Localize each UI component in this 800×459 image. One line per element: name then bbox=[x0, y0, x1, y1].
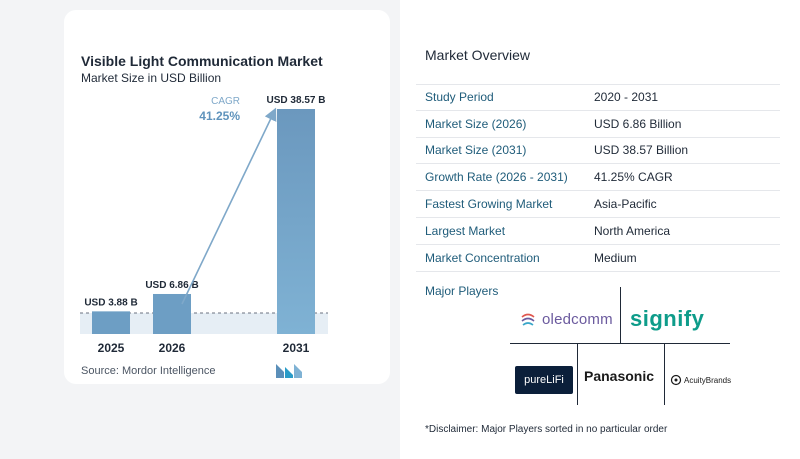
data-label-2025: USD 3.88 B bbox=[84, 297, 137, 308]
overview-value: USD 38.57 Billion bbox=[594, 143, 689, 158]
cagr-arrow bbox=[181, 107, 277, 305]
overview-row: Market Size (2026) USD 6.86 Billion bbox=[416, 111, 780, 138]
players-grid-vline bbox=[577, 343, 578, 405]
oledcomm-logo: oledcomm bbox=[520, 311, 613, 328]
overview-row: Market Size (2031) USD 38.57 Billion bbox=[416, 138, 780, 165]
overview-table: Study Period 2020 - 2031 Market Size (202… bbox=[416, 84, 780, 272]
baseline-band bbox=[80, 313, 328, 334]
data-label-2026: USD 6.86 B bbox=[145, 280, 198, 291]
players-grid-hline bbox=[510, 343, 730, 344]
overview-title: Market Overview bbox=[425, 47, 531, 63]
overview-panel bbox=[400, 0, 800, 459]
purelifi-logo: pureLiFi bbox=[515, 366, 573, 394]
acuity-brands-text: AcuityBrands bbox=[684, 375, 732, 385]
acuity-swirl-icon bbox=[670, 374, 682, 386]
cagr-value: 41.25% bbox=[199, 109, 240, 123]
oledcomm-logo-text: oledcomm bbox=[542, 311, 613, 328]
overview-value: Asia-Pacific bbox=[594, 197, 657, 212]
oledcomm-logo-icon bbox=[521, 313, 535, 326]
players-grid-vline bbox=[620, 287, 621, 343]
signify-logo: signify bbox=[630, 306, 705, 331]
bar-2031 bbox=[277, 109, 315, 334]
chart-subtitle: Market Size in USD Billion bbox=[81, 71, 222, 85]
panasonic-logo: Panasonic bbox=[584, 368, 655, 384]
cagr-label: CAGR bbox=[211, 96, 240, 107]
bar-chart: USD 3.88 B 2025 USD 6.86 B 2026 USD 38.57 B 2… bbox=[80, 95, 328, 355]
overview-row: Largest Market North America bbox=[416, 218, 780, 245]
overview-key: Growth Rate (2026 - 2031) bbox=[425, 170, 568, 185]
overview-value: USD 6.86 Billion bbox=[594, 116, 682, 131]
overview-key: Market Size (2026) bbox=[425, 116, 527, 131]
bar-2025 bbox=[92, 311, 130, 334]
mordor-logo-icon bbox=[276, 364, 302, 378]
overview-value: 41.25% CAGR bbox=[594, 170, 673, 185]
overview-key: Fastest Growing Market bbox=[425, 197, 553, 212]
overview-key: Study Period bbox=[425, 90, 494, 105]
overview-value: Medium bbox=[594, 250, 637, 265]
overview-value: North America bbox=[594, 223, 671, 238]
overview-row: Growth Rate (2026 - 2031) 41.25% CAGR bbox=[416, 164, 780, 192]
x-tick-2025: 2025 bbox=[98, 341, 125, 355]
overview-row: Market Concentration Medium bbox=[416, 245, 780, 272]
overview-value: 2020 - 2031 bbox=[594, 90, 659, 105]
x-tick-2026: 2026 bbox=[159, 341, 186, 355]
disclaimer-note: *Disclaimer: Major Players sorted in no … bbox=[425, 424, 668, 435]
overview-row: Fastest Growing Market Asia-Pacific bbox=[416, 191, 780, 218]
major-players-title: Major Players bbox=[425, 284, 499, 298]
x-tick-2031: 2031 bbox=[283, 341, 310, 355]
data-label-2031: USD 38.57 B bbox=[267, 95, 326, 106]
overview-key: Largest Market bbox=[425, 223, 506, 238]
overview-row: Study Period 2020 - 2031 bbox=[416, 84, 780, 111]
chart-title: Visible Light Communication Market bbox=[81, 53, 323, 69]
acuity-brands-logo: AcuityBrands bbox=[670, 374, 731, 386]
players-grid-vline bbox=[664, 343, 665, 405]
overview-key: Market Size (2031) bbox=[425, 143, 527, 158]
overview-key: Market Concentration bbox=[425, 250, 540, 265]
source-note: Source: Mordor Intelligence bbox=[81, 365, 216, 377]
bar-2026 bbox=[153, 293, 191, 334]
